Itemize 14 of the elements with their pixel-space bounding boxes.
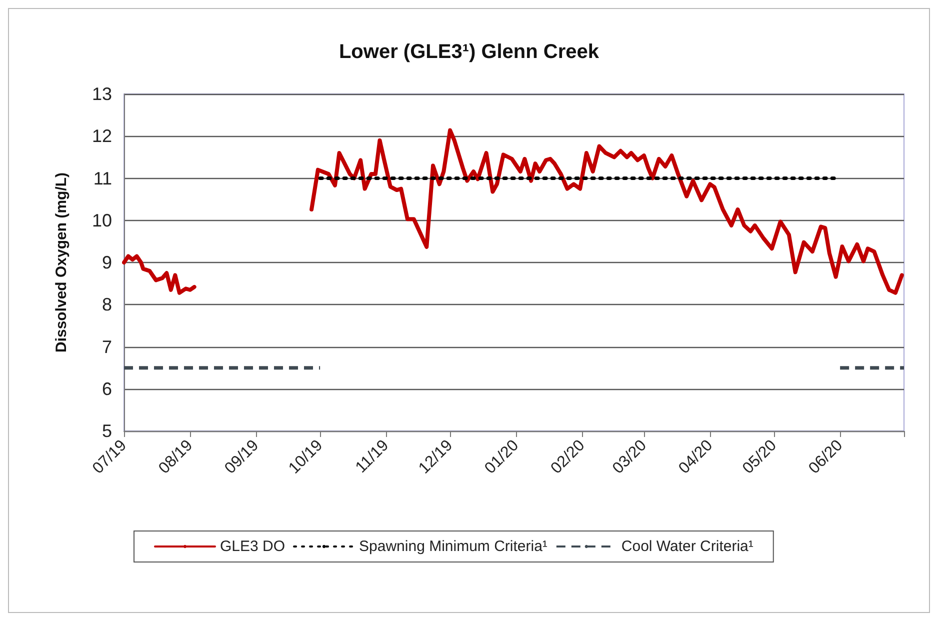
y-tick-label: 13 — [92, 84, 112, 104]
y-axis-title: Dissolved Oxygen (mg/L) — [53, 172, 70, 353]
y-tick-label: 10 — [92, 210, 112, 230]
y-tick-label: 9 — [102, 252, 112, 272]
y-tick-label: 8 — [102, 294, 112, 315]
y-tick-label: 6 — [102, 378, 112, 399]
y-tick-label: 7 — [102, 336, 112, 357]
y-tick-label: 5 — [102, 421, 112, 441]
legend-label: Cool Water Criteria¹ — [621, 538, 754, 555]
y-tick-label: 11 — [93, 168, 112, 188]
legend-label: GLE3 DO — [220, 538, 286, 555]
legend-label: Spawning Minimum Criteria¹ — [359, 538, 548, 555]
chart-title: Lower (GLE3¹) Glenn Creek — [338, 41, 600, 63]
y-tick-label: 12 — [92, 126, 112, 146]
